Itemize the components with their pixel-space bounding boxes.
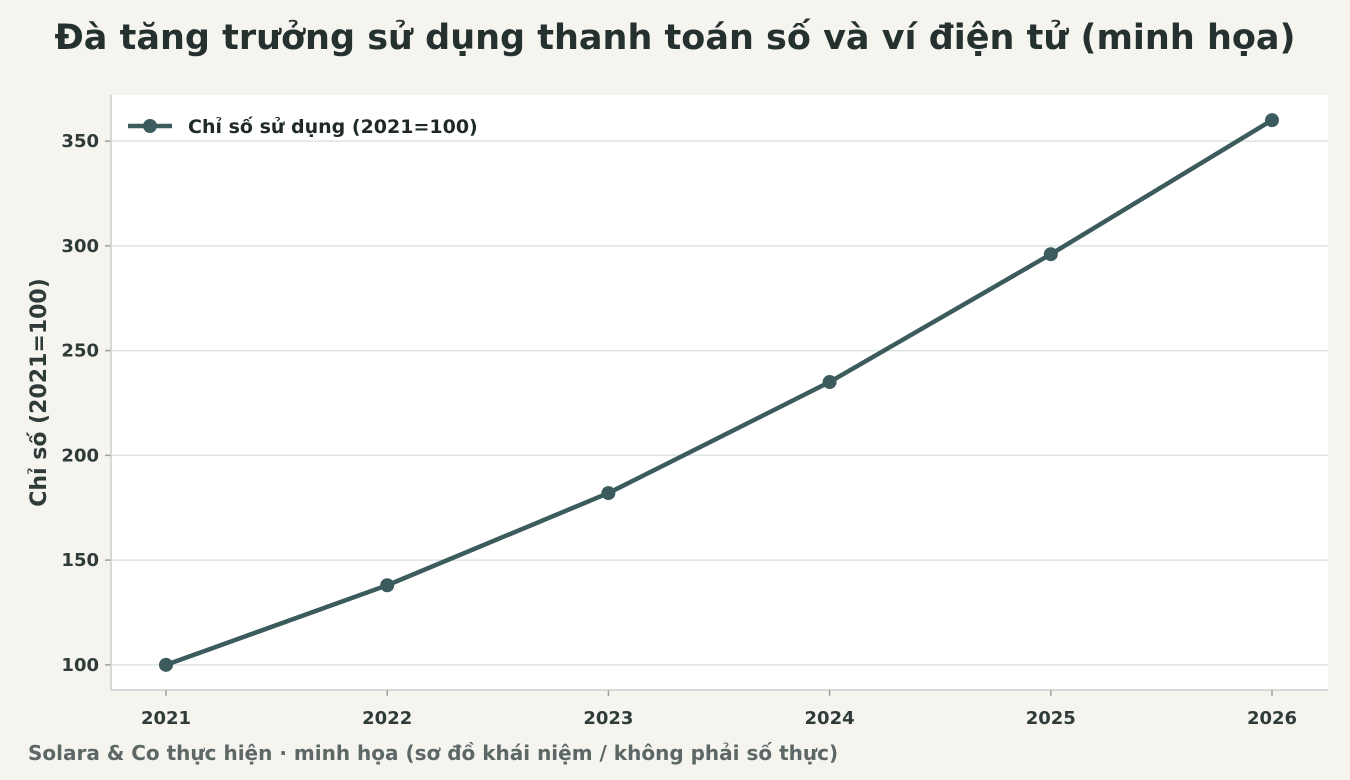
data-point-2022 xyxy=(380,578,395,593)
data-point-2025 xyxy=(1043,247,1058,262)
y-tick-label-150: 150 xyxy=(61,550,99,571)
plot-area xyxy=(111,95,1328,690)
data-point-2023 xyxy=(601,486,616,501)
legend-label: Chỉ số sử dụng (2021=100) xyxy=(188,115,478,138)
footer-credit: Solara & Co thực hiện · minh họa (sơ đồ … xyxy=(28,741,839,765)
y-tick-label-300: 300 xyxy=(61,236,99,257)
data-point-2024 xyxy=(822,375,837,390)
grid-lines xyxy=(111,140,1328,666)
x-tick-label-2023: 2023 xyxy=(583,708,633,729)
data-point-2021 xyxy=(159,657,173,672)
y-tick-label-350: 350 xyxy=(61,131,99,152)
data-point-2026 xyxy=(1265,113,1279,128)
series-line-0 xyxy=(163,117,1275,668)
x-tick-label-2024: 2024 xyxy=(805,708,855,729)
axes: 100 150 200 250 300 350 2021 2022 2023 2024 2025 20… xyxy=(61,95,1328,729)
legend: Chỉ số sử dụng (2021=100) xyxy=(128,115,478,138)
legend-marker xyxy=(143,119,157,133)
x-tick-label-2025: 2025 xyxy=(1026,708,1076,729)
x-tick-label-2021: 2021 xyxy=(141,708,191,729)
y-tick-label-250: 250 xyxy=(61,341,99,362)
chart-title: Đà tăng trưởng sử dụng thanh toán số và … xyxy=(54,18,1296,58)
series-layer xyxy=(159,113,1279,672)
y-tick-label-200: 200 xyxy=(61,445,99,466)
y-tick-label-100: 100 xyxy=(61,655,99,676)
x-tick-label-2026: 2026 xyxy=(1247,708,1297,729)
x-tick-label-2022: 2022 xyxy=(362,708,412,729)
y-axis-title: Chỉ số (2021=100) xyxy=(27,278,52,507)
